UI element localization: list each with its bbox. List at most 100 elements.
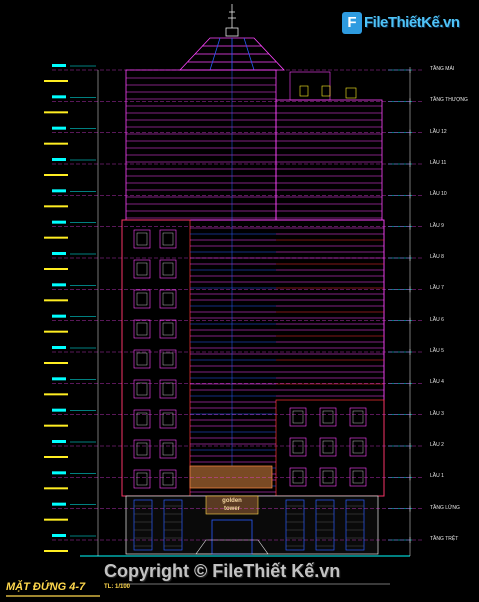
dim-tag xyxy=(52,377,66,381)
window-pane xyxy=(136,352,148,366)
window-pane xyxy=(292,470,304,484)
dim-note xyxy=(44,424,68,427)
window xyxy=(319,467,337,487)
floor-label: LẦU 11 xyxy=(430,160,447,166)
podium-window xyxy=(163,499,183,551)
dim-tag xyxy=(52,220,66,224)
window-pane xyxy=(136,412,148,426)
floor-label: TẦNG LỬNG xyxy=(430,504,460,511)
window-pane xyxy=(352,470,364,484)
dim-tag xyxy=(52,189,66,193)
floor-label: LẦU 9 xyxy=(430,222,444,229)
sign-line-2: tower xyxy=(223,506,240,512)
window xyxy=(133,469,151,489)
window-pane xyxy=(162,322,174,336)
window-pane xyxy=(162,442,174,456)
upper-left-tower xyxy=(125,69,277,221)
floor-label: LẦU 4 xyxy=(430,379,444,386)
dim-tag xyxy=(52,440,66,443)
dim-note xyxy=(44,518,68,521)
window xyxy=(159,439,177,459)
drawing-scale: TL: 1/100 xyxy=(104,584,131,590)
window xyxy=(349,467,367,487)
dim-note xyxy=(44,111,68,114)
window-pane xyxy=(162,472,174,486)
dim-note xyxy=(44,330,68,333)
podium-window xyxy=(133,499,153,551)
dim-note xyxy=(44,268,68,270)
spire xyxy=(225,4,239,37)
window xyxy=(133,319,151,339)
dim-note xyxy=(44,362,68,364)
floor-label: TẦNG THƯỢNG xyxy=(430,97,468,104)
floor-lines xyxy=(52,69,422,541)
window xyxy=(159,289,177,309)
dim-tag xyxy=(52,252,66,255)
window xyxy=(133,439,151,459)
dim-tag xyxy=(52,471,66,475)
window xyxy=(133,289,151,309)
window-pane xyxy=(322,470,334,484)
window-pane xyxy=(136,382,148,396)
window-pane xyxy=(352,440,364,454)
window-pane xyxy=(352,410,364,424)
drawing-title: MẶT ĐỨNG 4-7 xyxy=(6,581,86,593)
dim-tag xyxy=(52,502,66,506)
window-pane xyxy=(162,292,174,306)
podium-window xyxy=(315,499,335,551)
dim-note xyxy=(44,550,68,552)
window-pane xyxy=(162,412,174,426)
window xyxy=(349,407,367,427)
floor-label: TẦNG MÁI xyxy=(430,66,455,72)
floor-label: LẦU 10 xyxy=(430,191,447,198)
floor-label: TẦNG TRỆT xyxy=(430,536,459,542)
dim-note xyxy=(44,299,68,302)
dim-tag xyxy=(52,408,66,412)
window xyxy=(289,407,307,427)
window xyxy=(159,259,177,279)
window-pane xyxy=(136,442,148,456)
window xyxy=(289,467,307,487)
dim-tag xyxy=(52,314,66,318)
right-dimensions xyxy=(388,67,412,556)
dim-tag xyxy=(52,158,66,161)
floor-label: LẦU 7 xyxy=(430,285,444,292)
podium-window xyxy=(285,499,305,551)
window-pane xyxy=(136,292,148,306)
floor-label: LẦU 3 xyxy=(430,410,444,417)
logo-icon: F xyxy=(342,12,362,34)
dim-tag xyxy=(52,126,66,130)
dim-note xyxy=(44,393,68,396)
window-pane xyxy=(322,410,334,424)
window-pane xyxy=(136,472,148,486)
building-sign: golden tower xyxy=(208,497,256,515)
window-pane xyxy=(136,232,148,246)
window xyxy=(349,437,367,457)
window-pane xyxy=(292,440,304,454)
floor-label: LẦU 1 xyxy=(430,473,444,480)
floor-label: LẦU 2 xyxy=(430,442,444,448)
window-pane xyxy=(162,232,174,246)
window xyxy=(133,349,151,369)
left-dimensions xyxy=(44,64,99,556)
window xyxy=(133,379,151,399)
window xyxy=(319,437,337,457)
window xyxy=(133,409,151,429)
window xyxy=(159,229,177,249)
dim-tag xyxy=(52,95,66,99)
dim-note xyxy=(44,142,68,145)
window-pane xyxy=(292,410,304,424)
dim-tag xyxy=(52,534,66,537)
window-pane xyxy=(136,322,148,336)
window-pane xyxy=(136,262,148,276)
window xyxy=(289,437,307,457)
window xyxy=(133,259,151,279)
upper-right-tower xyxy=(275,71,383,221)
floor-label: LẦU 5 xyxy=(430,348,444,354)
window xyxy=(159,379,177,399)
window xyxy=(319,407,337,427)
podium-window xyxy=(345,499,365,551)
crown-roof xyxy=(179,37,285,71)
floor-label: LẦU 8 xyxy=(430,254,444,260)
